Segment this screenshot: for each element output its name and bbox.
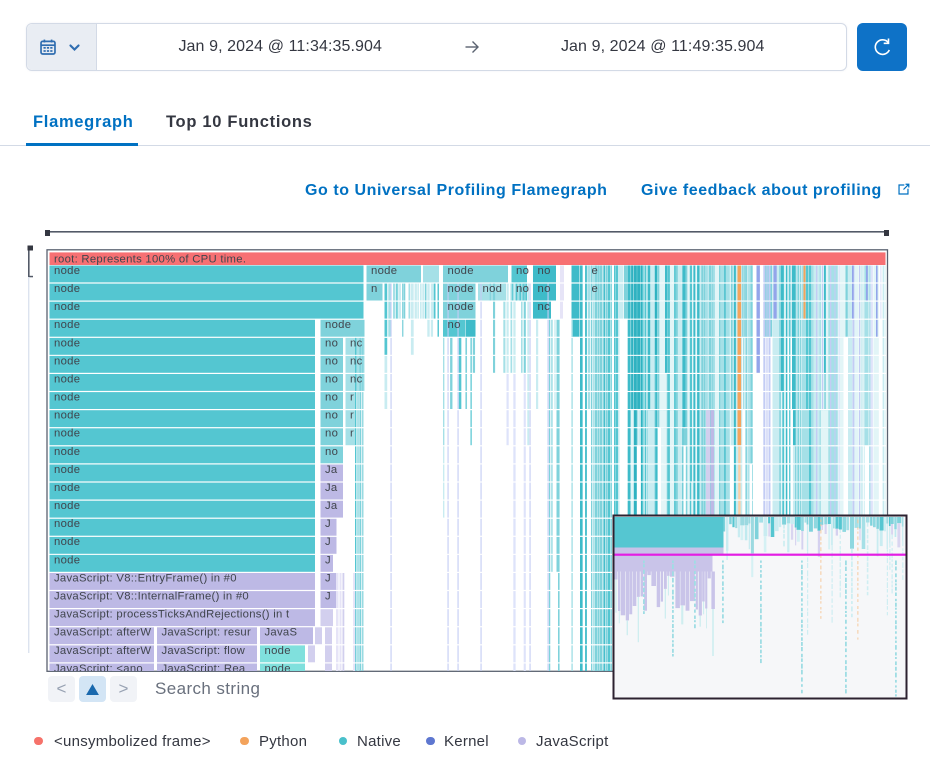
svg-text:node: node	[54, 536, 80, 548]
svg-text:nc: nc	[350, 355, 363, 367]
svg-text:no: no	[516, 265, 529, 277]
svg-text:J: J	[325, 572, 331, 584]
svg-text:node: node	[54, 500, 80, 512]
svg-text:node: node	[448, 283, 474, 295]
svg-text:nc: nc	[538, 301, 551, 313]
svg-text:J: J	[325, 518, 331, 530]
svg-text:JavaScript: Rea: JavaScript: Rea	[162, 663, 246, 675]
svg-text:node: node	[54, 373, 80, 385]
svg-text:no: no	[325, 428, 338, 440]
svg-text:r: r	[350, 392, 354, 404]
svg-text:Ja: Ja	[325, 500, 338, 512]
svg-text:JavaScript: resur: JavaScript: resur	[162, 627, 252, 639]
svg-text:no: no	[325, 392, 338, 404]
svg-text:node: node	[54, 319, 80, 331]
svg-text:no: no	[516, 283, 529, 295]
svg-text:J: J	[325, 591, 331, 603]
svg-text:no: no	[448, 319, 461, 331]
svg-text:JavaScript: V8::InternalFrame(: JavaScript: V8::InternalFrame() in #0	[54, 591, 249, 603]
svg-text:JavaScript: afterW: JavaScript: afterW	[54, 627, 151, 639]
svg-text:no: no	[325, 373, 338, 385]
svg-text:nc: nc	[350, 373, 363, 385]
svg-text:JavaScript: flow: JavaScript: flow	[162, 645, 246, 657]
svg-text:root: Represents 100% of CPU t: root: Represents 100% of CPU time.	[54, 254, 246, 266]
svg-text:node: node	[54, 410, 80, 422]
svg-text:nod: nod	[483, 283, 503, 295]
svg-text:node: node	[54, 482, 80, 494]
svg-text:node: node	[371, 265, 397, 277]
svg-text:JavaS: JavaS	[265, 627, 298, 639]
svg-text:node: node	[54, 392, 80, 404]
svg-text:no: no	[325, 446, 338, 458]
svg-text:Ja: Ja	[325, 464, 338, 476]
svg-text:node: node	[265, 663, 291, 675]
svg-text:J: J	[325, 554, 331, 566]
svg-text:JavaScript: <ano: JavaScript: <ano	[54, 663, 143, 675]
svg-text:node: node	[54, 554, 80, 566]
svg-text:Ja: Ja	[325, 482, 338, 494]
svg-text:e: e	[592, 265, 599, 277]
svg-text:e: e	[592, 283, 599, 295]
svg-text:r: r	[350, 410, 354, 422]
svg-text:nc: nc	[350, 337, 363, 349]
svg-text:node: node	[54, 446, 80, 458]
svg-text:node: node	[325, 319, 351, 331]
svg-text:node: node	[448, 265, 474, 277]
svg-text:JavaScript: afterW: JavaScript: afterW	[54, 645, 151, 657]
svg-text:node: node	[54, 464, 80, 476]
svg-text:JavaScript: V8::EntryFrame() i: JavaScript: V8::EntryFrame() in #0	[54, 572, 237, 584]
svg-text:node: node	[54, 337, 80, 349]
svg-text:no: no	[325, 355, 338, 367]
svg-text:J: J	[325, 536, 331, 548]
svg-text:JavaScript: processTicksAndRej: JavaScript: processTicksAndRejections() …	[54, 609, 290, 621]
svg-text:node: node	[54, 355, 80, 367]
svg-text:node: node	[54, 283, 80, 295]
svg-text:no: no	[538, 265, 551, 277]
svg-text:n: n	[371, 283, 378, 295]
svg-text:no: no	[325, 410, 338, 422]
svg-text:node: node	[54, 301, 80, 313]
svg-text:node: node	[54, 518, 80, 530]
svg-text:no: no	[325, 337, 338, 349]
svg-text:node: node	[54, 265, 80, 277]
svg-text:no: no	[538, 283, 551, 295]
svg-text:node: node	[54, 428, 80, 440]
svg-text:r: r	[350, 428, 354, 440]
svg-text:node: node	[265, 645, 291, 657]
svg-text:node: node	[448, 301, 474, 313]
